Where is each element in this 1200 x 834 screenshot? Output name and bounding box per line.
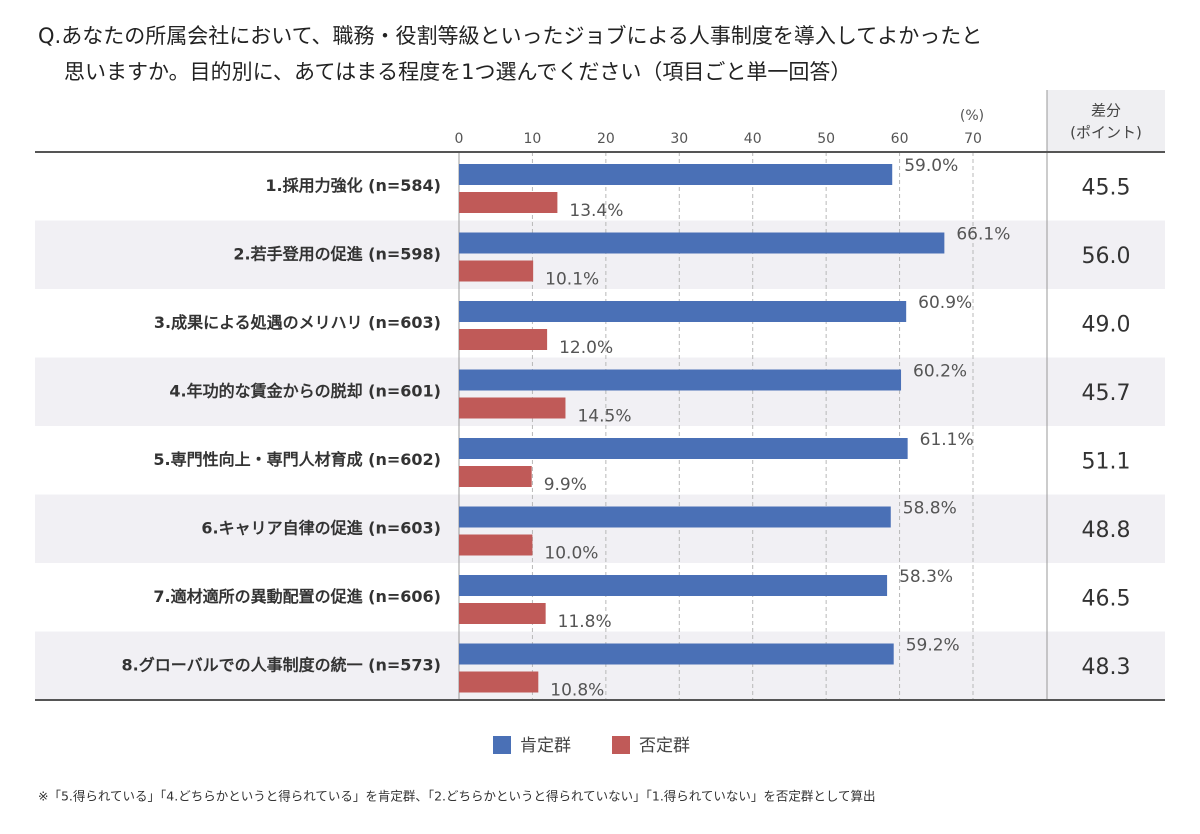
value-label: 10.1% <box>545 270 599 290</box>
bar <box>459 466 532 487</box>
row-bg <box>35 357 1165 426</box>
x-unit-label: (%) <box>960 108 984 124</box>
footnote: ※「5.得られている」「4.どちらかというと得られている」を肯定群、「2.どちら… <box>38 789 876 804</box>
legend-swatch <box>493 736 511 754</box>
value-label: 66.1% <box>956 225 1010 245</box>
value-label: 10.0% <box>544 544 598 564</box>
bar <box>459 260 534 282</box>
value-label: 59.2% <box>906 636 960 656</box>
diff-value: 48.8 <box>1082 518 1131 543</box>
bar <box>459 397 566 419</box>
diff-value: 48.3 <box>1082 655 1131 680</box>
x-tick-label: 0 <box>455 131 464 147</box>
value-label: 12.0% <box>559 338 613 358</box>
diff-header-bg <box>1047 90 1165 152</box>
bar <box>459 506 891 528</box>
value-label: 10.8% <box>550 681 604 701</box>
value-label: 61.1% <box>920 430 974 450</box>
x-tick-label: 20 <box>597 131 615 147</box>
row-bg <box>35 631 1165 700</box>
value-label: 14.5% <box>577 407 631 427</box>
bar <box>459 671 539 693</box>
x-tick-label: 50 <box>817 131 835 147</box>
value-label: 11.8% <box>558 612 612 632</box>
chart-title-line: 思いますか。目的別に、あてはまる程度を1つ選んでください（項目ごと単一回答） <box>64 60 851 84</box>
diff-value: 56.0 <box>1082 244 1131 269</box>
bar <box>459 329 548 350</box>
bar <box>459 369 902 391</box>
x-tick-label: 60 <box>891 131 909 147</box>
bar <box>459 643 894 665</box>
chart-title-line: Q.あなたの所属会社において、職務・役割等級といったジョブによる人事制度を導入し… <box>38 24 982 48</box>
category-label: 1.採用力強化 (n=584) <box>265 176 441 195</box>
category-label: 5.専門性向上・専門人材育成 (n=602) <box>153 450 441 469</box>
x-tick-label: 10 <box>524 131 542 147</box>
x-tick-label: 40 <box>744 131 762 147</box>
diff-value: 45.5 <box>1082 175 1131 200</box>
bar <box>459 301 907 322</box>
bar <box>459 603 546 624</box>
bar <box>459 575 888 596</box>
diff-value: 49.0 <box>1082 312 1131 337</box>
value-label: 58.8% <box>903 499 957 519</box>
value-label: 9.9% <box>544 475 587 495</box>
legend-swatch <box>612 736 630 754</box>
bar <box>459 534 533 556</box>
bar <box>459 438 908 459</box>
row-bg <box>35 220 1165 289</box>
category-label: 6.キャリア自律の促進 (n=603) <box>201 518 441 537</box>
x-tick-label: 30 <box>670 131 688 147</box>
value-label: 60.9% <box>918 293 972 313</box>
bar <box>459 164 893 185</box>
value-label: 59.0% <box>904 156 958 176</box>
category-label: 8.グローバルでの人事制度の統一 (n=573) <box>122 655 441 674</box>
diff-value: 45.7 <box>1082 381 1131 406</box>
row-bg <box>35 494 1165 563</box>
diff-value: 46.5 <box>1082 586 1131 611</box>
x-tick-label: 70 <box>964 131 982 147</box>
legend-label: 肯定群 <box>520 736 571 756</box>
value-label: 60.2% <box>913 362 967 382</box>
bar <box>459 232 945 254</box>
value-label: 13.4% <box>569 201 623 221</box>
value-label: 58.3% <box>899 567 953 587</box>
diff-header: (ポイント) <box>1070 124 1142 142</box>
category-label: 4.年功的な賃金からの脱却 (n=601) <box>169 381 441 400</box>
category-label: 7.適材適所の異動配置の促進 (n=606) <box>153 587 441 606</box>
category-label: 2.若手登用の促進 (n=598) <box>233 244 441 263</box>
category-label: 3.成果による処遇のメリハリ (n=603) <box>154 313 441 332</box>
legend-label: 否定群 <box>639 736 690 756</box>
bar <box>459 192 558 213</box>
diff-header: 差分 <box>1091 102 1121 120</box>
diff-value: 51.1 <box>1082 449 1131 474</box>
